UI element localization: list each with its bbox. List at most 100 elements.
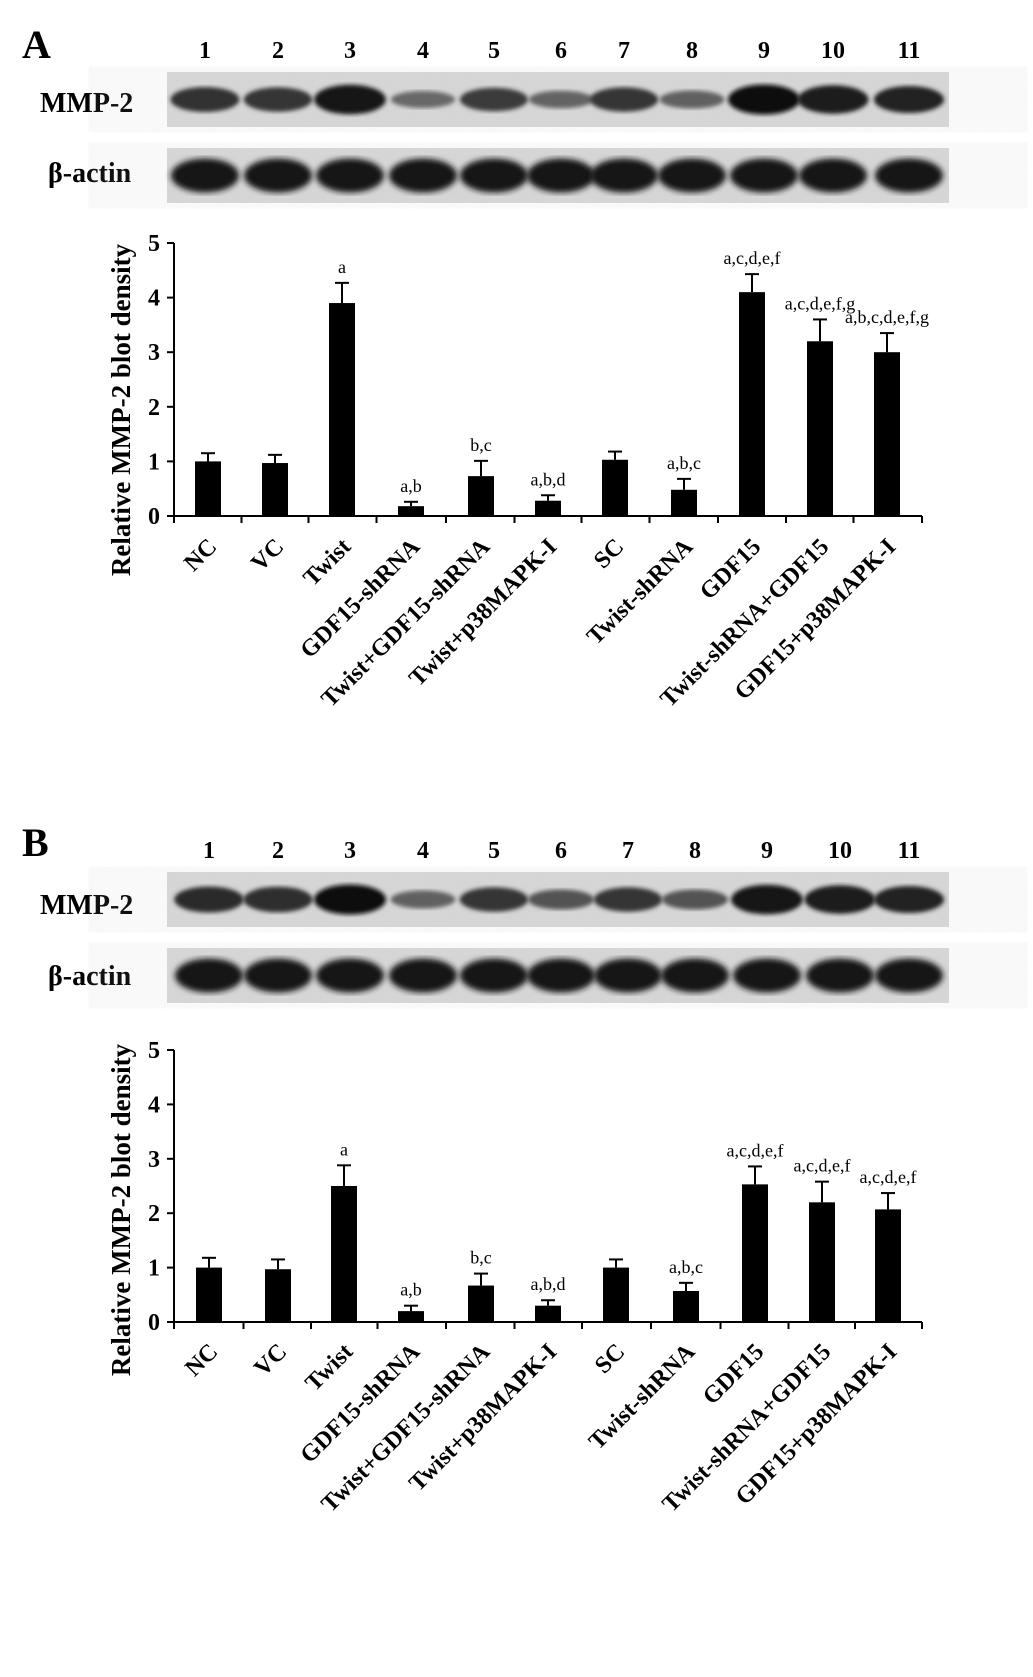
y-tick-label: 4 [148,286,160,312]
actin-band [389,958,457,993]
x-tick-label: Twist [301,1339,359,1397]
x-tick-label: Twist [299,534,357,592]
bar [809,1202,835,1322]
actin-band [875,158,943,193]
lane-number: 8 [689,838,701,864]
mmp2-band [314,884,386,915]
actin-band [730,158,798,193]
lane-number: 10 [828,838,852,864]
actin-band [733,958,801,993]
bar [602,459,628,516]
mmp2-band [873,86,945,113]
bar [265,1269,291,1322]
bar [875,1209,901,1322]
y-axis-label: Relative MMP-2 blot density [106,1043,136,1376]
bar [673,1290,699,1322]
significance-label: a [338,257,346,277]
actin-band [661,958,729,993]
mmp2-band [873,886,945,913]
mmp2-band [459,87,529,112]
mmp2-band [593,887,663,912]
actin-band [316,158,384,193]
blot-label-actin: β-actin [48,158,132,189]
blot-label-mmp2: MMP-2 [40,88,133,119]
x-tick-label: NC [180,1339,223,1382]
lane-number: 1 [203,838,215,864]
significance-label: a,c,d,e,f,g [785,293,855,313]
y-tick-label: 3 [148,340,160,366]
y-tick-label: 2 [148,395,160,421]
mmp2-band [731,884,803,915]
mmp2-band [243,87,313,112]
bar [739,292,765,516]
bar [874,352,900,516]
mmp2-band [659,90,725,109]
actin-band [175,958,243,993]
actin-band [658,158,726,193]
mmp2-band [243,886,313,913]
actin-band [389,158,457,193]
significance-label: a,c,d,e,f [724,248,781,268]
panel-letter: A [22,22,51,67]
significance-label: b,c [470,1248,492,1268]
mmp2-band [797,85,869,114]
mmp2-band [728,84,800,115]
lane-number: 6 [555,38,567,64]
significance-label: a,b,c [667,453,701,473]
lane-number: 3 [344,838,356,864]
bar [398,506,424,516]
significance-label: a,c,d,e,f [727,1140,784,1160]
y-tick-label: 2 [148,1201,160,1227]
mmp2-band [390,91,456,108]
x-tick-label: NC [179,534,222,577]
mmp2-band [174,886,244,913]
y-tick-label: 3 [148,1147,160,1173]
y-tick-label: 5 [148,1038,160,1064]
mmp2-band [390,890,456,909]
lane-number: 1 [199,38,211,64]
panel-A: A 1 2 3 4 5 6 7 8 9 10 11 MMP-2 β-actin 0 1 2 3 4 5 Relative… [22,22,949,712]
bar [603,1267,629,1322]
lane-number: 10 [821,38,845,64]
mmp2-band [170,87,240,112]
lane-number: 11 [898,38,921,64]
actin-band [799,158,867,193]
lane-number: 3 [344,38,356,64]
actin-band [171,158,239,193]
significance-label: a,c,d,e,f [860,1167,917,1187]
lane-number: 2 [272,838,284,864]
lane-number: 4 [417,838,429,864]
significance-label: a,b,d [531,469,566,489]
y-tick-label: 1 [148,449,160,475]
actin-band [316,958,384,993]
actin-band [244,158,312,193]
lane-number: 4 [417,38,429,64]
mmp2-band [662,889,728,910]
bar [671,489,697,516]
bar [331,1186,357,1322]
lane-number: 8 [686,38,698,64]
lane-number: 11 [898,838,921,864]
bar [398,1311,424,1322]
y-tick-label: 0 [148,1310,160,1336]
x-tick-label: VC [246,534,289,577]
x-tick-label: GDF15-shRNA [296,533,426,663]
lane-number: 5 [488,38,500,64]
y-tick-label: 5 [148,231,160,257]
mmp2-band [459,887,529,912]
significance-label: a,b,c,d,e,f,g [845,307,929,327]
blot-label-actin: β-actin [48,961,132,992]
panel-B: B 1 2 3 4 5 6 7 8 9 10 11 MMP-2 β-actin 0 1 2 3 4 5 Relative… [22,820,949,1517]
y-tick-label: 4 [148,1092,160,1118]
lane-number: 9 [761,838,773,864]
actin-band [460,158,528,193]
lane-number: 7 [618,38,630,64]
lane-number: 5 [488,838,500,864]
actin-band [244,958,312,993]
bar [262,463,288,516]
mmp2-band [528,90,594,109]
lane-number: 7 [622,838,634,864]
lane-number: 6 [555,838,567,864]
significance-label: a,b,d [531,1274,566,1294]
